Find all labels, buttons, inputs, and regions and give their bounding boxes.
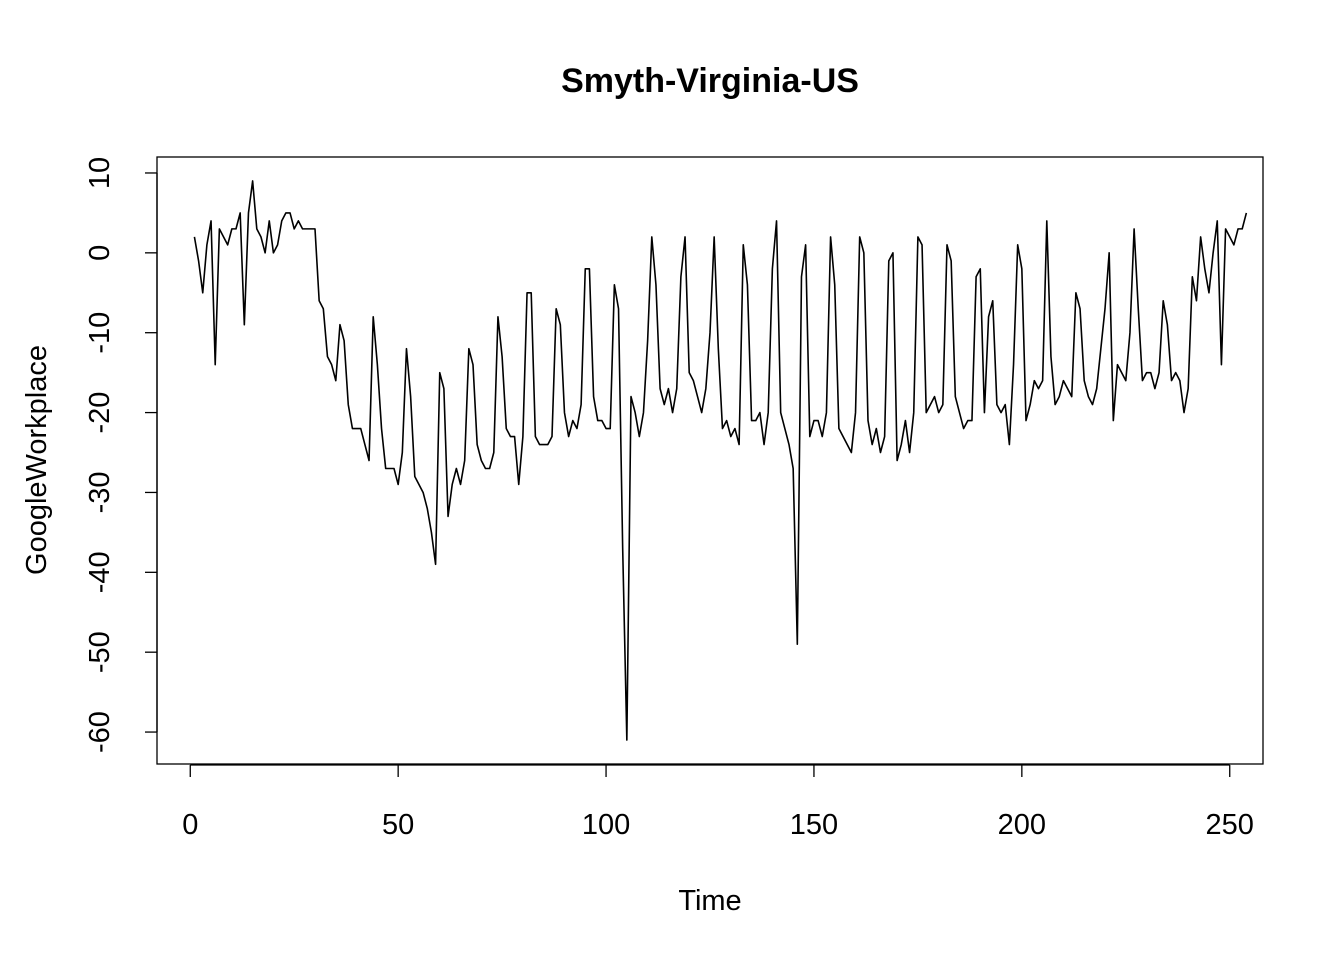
x-tick-label: 100 [582,809,630,841]
x-tick-label: 0 [182,809,198,841]
series-group [193,180,1248,741]
y-axis: -60 -50 -40 -30 -20 -10 0 10 [84,157,158,753]
x-tick-label: 150 [790,809,838,841]
x-tick-label: 250 [1206,809,1254,841]
plot-frame [156,156,1264,765]
series-line-1 [193,180,1248,741]
y-tick-label: -60 [84,711,116,753]
y-axis-label: GoogleWorkplace [21,345,53,575]
y-tick-label: -10 [84,312,116,354]
x-axis: 0 50 100 150 200 250 [182,764,1254,841]
x-tick-label: 50 [382,809,414,841]
chart-title: Smyth-Virginia-US [561,62,859,100]
x-tick-label: 200 [998,809,1046,841]
x-axis-label: Time [678,885,741,917]
y-tick-label: 10 [84,157,116,189]
y-tick-label: 0 [84,245,116,261]
y-tick-label: -40 [84,551,116,593]
y-tick-label: -20 [84,392,116,434]
y-tick-label: -30 [84,471,116,513]
y-tick-label: -50 [84,631,116,673]
